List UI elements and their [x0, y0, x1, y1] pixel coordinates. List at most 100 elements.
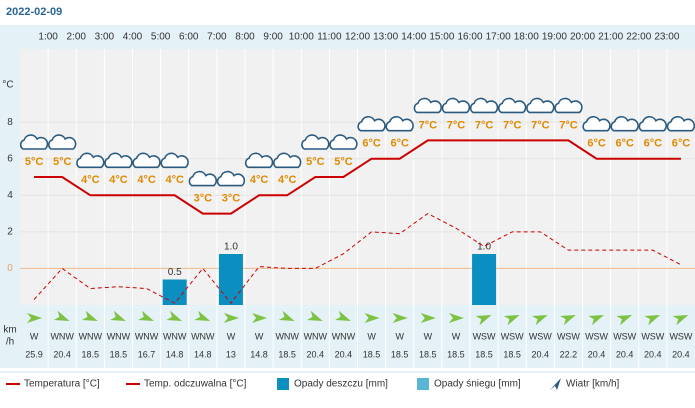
wind-direction: WSW: [641, 331, 664, 341]
cloud: [498, 97, 527, 114]
weather-icon: [273, 152, 302, 169]
weather-icon: [357, 115, 386, 132]
wind-direction: W: [424, 331, 433, 341]
legend-swatch: [417, 378, 429, 390]
cloud: [413, 97, 443, 114]
wind-speed: 18.5: [110, 349, 128, 359]
arrow: [166, 310, 183, 322]
wind-arrow: [588, 314, 604, 326]
legend-label: Opady deszczu [mm]: [294, 379, 388, 390]
wind-speed: 20.4: [53, 349, 71, 359]
hour-label: 7:00: [207, 32, 227, 43]
temp-label: 6°C: [644, 138, 663, 150]
rain-bar: [218, 254, 243, 305]
hour-label: 20:00: [570, 32, 595, 43]
hour-label: 21:00: [598, 32, 623, 43]
arrow: [392, 313, 408, 323]
wind-speed: 14.8: [166, 349, 184, 359]
rain-label: 1.0: [224, 242, 238, 253]
wind-direction: WSW: [585, 331, 608, 341]
temp-label: 7°C: [503, 119, 522, 131]
wind-direction: W: [367, 331, 376, 341]
arrow: [194, 310, 211, 322]
temp-label: 6°C: [390, 138, 409, 150]
wind-arrow: [335, 310, 351, 322]
wind-direction: WSW: [557, 331, 580, 341]
y-tick-label: 0: [7, 263, 13, 274]
wind-arrow: [644, 314, 661, 326]
weather-icon: [329, 134, 358, 150]
arrow: [560, 314, 576, 326]
wind-speed: 18.5: [391, 349, 409, 359]
arrow: [672, 314, 689, 326]
wind-direction: WNW: [191, 331, 215, 341]
wind-speed: 18.5: [419, 349, 437, 359]
hour-label: 12:00: [345, 32, 370, 43]
wind-direction: WSW: [501, 331, 524, 341]
wind-speed: 20.4: [335, 349, 353, 359]
wind-direction: WSW: [613, 331, 636, 341]
cloud: [385, 115, 414, 132]
arrow: [27, 313, 43, 323]
wind-speed: 14.8: [194, 349, 212, 359]
wind-direction: W: [227, 331, 236, 341]
cloud: [301, 134, 330, 150]
cloud: [526, 97, 555, 114]
wind-arrow: [166, 310, 183, 322]
weather-icon: [610, 115, 639, 132]
wind-speed: 20.4: [588, 349, 606, 359]
rain-bar: [472, 254, 497, 305]
cloud: [582, 115, 611, 132]
wind-direction: WSW: [473, 331, 496, 341]
wind-arrow: [616, 314, 633, 326]
wind-direction: WNW: [107, 331, 131, 341]
hour-label: 22:00: [626, 32, 651, 43]
cloud: [104, 152, 133, 169]
arrow: [644, 314, 661, 326]
wind-speed: 20.4: [532, 349, 550, 359]
wind-speed: 18.5: [363, 349, 381, 359]
hour-strip: [20, 25, 695, 49]
axis-strip: [0, 25, 20, 368]
wind-arrow: [110, 310, 126, 322]
wind-speed: 20.4: [644, 349, 662, 359]
wind-speed: 13: [226, 349, 236, 359]
cloud: [132, 152, 161, 169]
legend-swatch: [550, 378, 561, 390]
legend-label: Wiatr [km/h]: [566, 379, 620, 390]
hour-label: 14:00: [401, 32, 426, 43]
wind-arrow: [278, 310, 295, 322]
wind-arrow: [420, 313, 436, 323]
wind-direction: WSW: [669, 331, 692, 341]
wind-arrow: [560, 314, 576, 326]
legend-label: Temperatura [°C]: [24, 379, 100, 390]
wind-arrow: [81, 310, 98, 322]
weather-icon: [526, 97, 555, 114]
hour-label: 8:00: [235, 32, 255, 43]
temp-label: 5°C: [53, 156, 72, 168]
wind-direction: WNW: [332, 331, 356, 341]
arrow: [138, 310, 154, 322]
cloud: [357, 115, 386, 132]
temp-label: 4°C: [81, 174, 100, 186]
cloud: [329, 134, 358, 150]
hour-label: 6:00: [179, 32, 199, 43]
cloud: [273, 152, 302, 169]
temp-label: 3°C: [194, 192, 213, 204]
hour-label: 4:00: [123, 32, 143, 43]
wind-arrow: [252, 313, 268, 323]
temp-label: 4°C: [137, 174, 156, 186]
wind-arrow: [138, 310, 154, 322]
temp-label: 6°C: [672, 138, 691, 150]
cloud: [19, 134, 49, 150]
legend-label: Temp. odczuwalna [°C]: [144, 379, 247, 390]
wind-speed: 18.5: [82, 349, 100, 359]
weather-icon: [638, 115, 668, 132]
hour-label: 3:00: [95, 32, 115, 43]
legend-swatch: [277, 378, 289, 390]
weather-icon: [19, 134, 49, 150]
temp-label: 5°C: [306, 156, 325, 168]
weather-icon: [441, 97, 471, 114]
wind-unit: km: [3, 325, 16, 336]
arrow: [616, 314, 633, 326]
